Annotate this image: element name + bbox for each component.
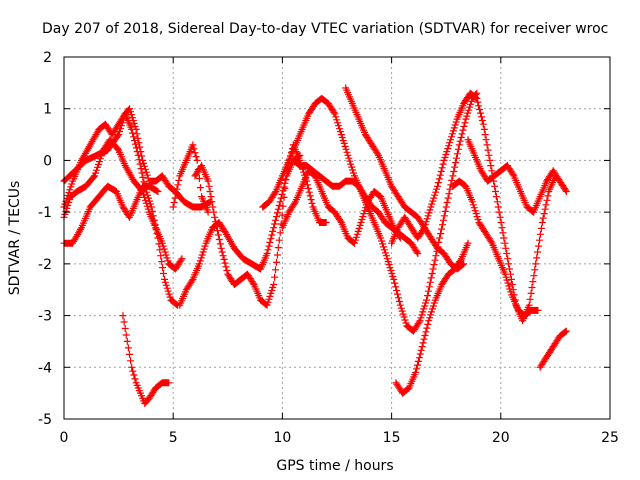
y-tick-label: 1 — [43, 102, 52, 118]
x-tick-label: 5 — [169, 430, 178, 446]
axis-ticks: 0 5 10 15 20 25 -5 -4 -3 -2 -1 0 1 2 — [38, 50, 619, 446]
series-markers — [464, 136, 570, 216]
data-marks — [60, 84, 570, 407]
series-markers — [289, 156, 422, 257]
series-markers — [176, 151, 304, 309]
y-tick-label: -3 — [38, 309, 52, 325]
series-sat-O — [449, 177, 542, 320]
x-tick-label: 20 — [492, 430, 510, 446]
y-tick-label: 0 — [43, 153, 52, 169]
chart-title: Day 207 of 2018, Sidereal Day-to-day VTE… — [42, 21, 608, 37]
grid-lines — [64, 57, 610, 419]
x-tick-label: 10 — [273, 430, 291, 446]
series-markers — [278, 167, 404, 247]
series-sat-A — [60, 110, 182, 309]
series-markers — [449, 177, 542, 320]
x-axis-label: GPS time / hours — [276, 458, 393, 474]
y-tick-label: -1 — [38, 205, 52, 221]
series-sat-G — [176, 151, 304, 309]
y-tick-label: -4 — [38, 360, 52, 376]
series-markers — [536, 327, 570, 371]
x-tick-label: 25 — [601, 430, 619, 446]
series-sat-P — [464, 136, 570, 216]
x-tick-label: 0 — [60, 430, 69, 446]
series-sat-M — [392, 239, 472, 397]
series-sat-L — [289, 156, 422, 257]
series-markers — [119, 312, 173, 407]
x-tick-label: 15 — [383, 430, 401, 446]
series-sat-Q — [536, 327, 570, 371]
y-tick-label: -5 — [38, 412, 52, 428]
series-sat-H — [191, 141, 330, 309]
series-markers — [392, 239, 472, 397]
y-tick-label: 2 — [43, 50, 52, 66]
series-sat-E — [119, 312, 173, 407]
series-sat-J — [278, 167, 404, 247]
series-sat-K — [342, 84, 468, 273]
series-markers — [60, 110, 182, 309]
series-markers — [169, 141, 212, 216]
series-sat-F — [169, 141, 212, 216]
y-tick-label: -2 — [38, 257, 52, 273]
plot-frame — [63, 56, 611, 420]
y-axis-label: SDTVAR / TECUs — [7, 181, 23, 296]
series-markers — [191, 141, 330, 309]
series-markers — [342, 84, 468, 273]
